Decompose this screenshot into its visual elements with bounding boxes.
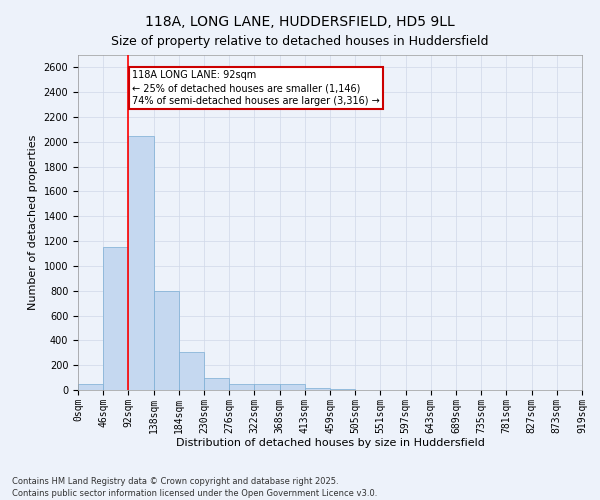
- Bar: [179, 352, 204, 390]
- Bar: [128, 136, 154, 390]
- Text: 118A, LONG LANE, HUDDERSFIELD, HD5 9LL: 118A, LONG LANE, HUDDERSFIELD, HD5 9LL: [145, 15, 455, 29]
- Text: 118A LONG LANE: 92sqm
← 25% of detached houses are smaller (1,146)
74% of semi-d: 118A LONG LANE: 92sqm ← 25% of detached …: [132, 70, 380, 106]
- Bar: [280, 384, 305, 390]
- Bar: [229, 384, 254, 390]
- Bar: [78, 384, 103, 390]
- Bar: [204, 378, 229, 390]
- Y-axis label: Number of detached properties: Number of detached properties: [28, 135, 38, 310]
- Bar: [305, 388, 330, 390]
- Bar: [254, 384, 280, 390]
- Bar: [154, 290, 179, 390]
- Bar: [103, 248, 128, 390]
- X-axis label: Distribution of detached houses by size in Huddersfield: Distribution of detached houses by size …: [176, 438, 484, 448]
- Text: Contains HM Land Registry data © Crown copyright and database right 2025.
Contai: Contains HM Land Registry data © Crown c…: [12, 476, 377, 498]
- Text: Size of property relative to detached houses in Huddersfield: Size of property relative to detached ho…: [111, 35, 489, 48]
